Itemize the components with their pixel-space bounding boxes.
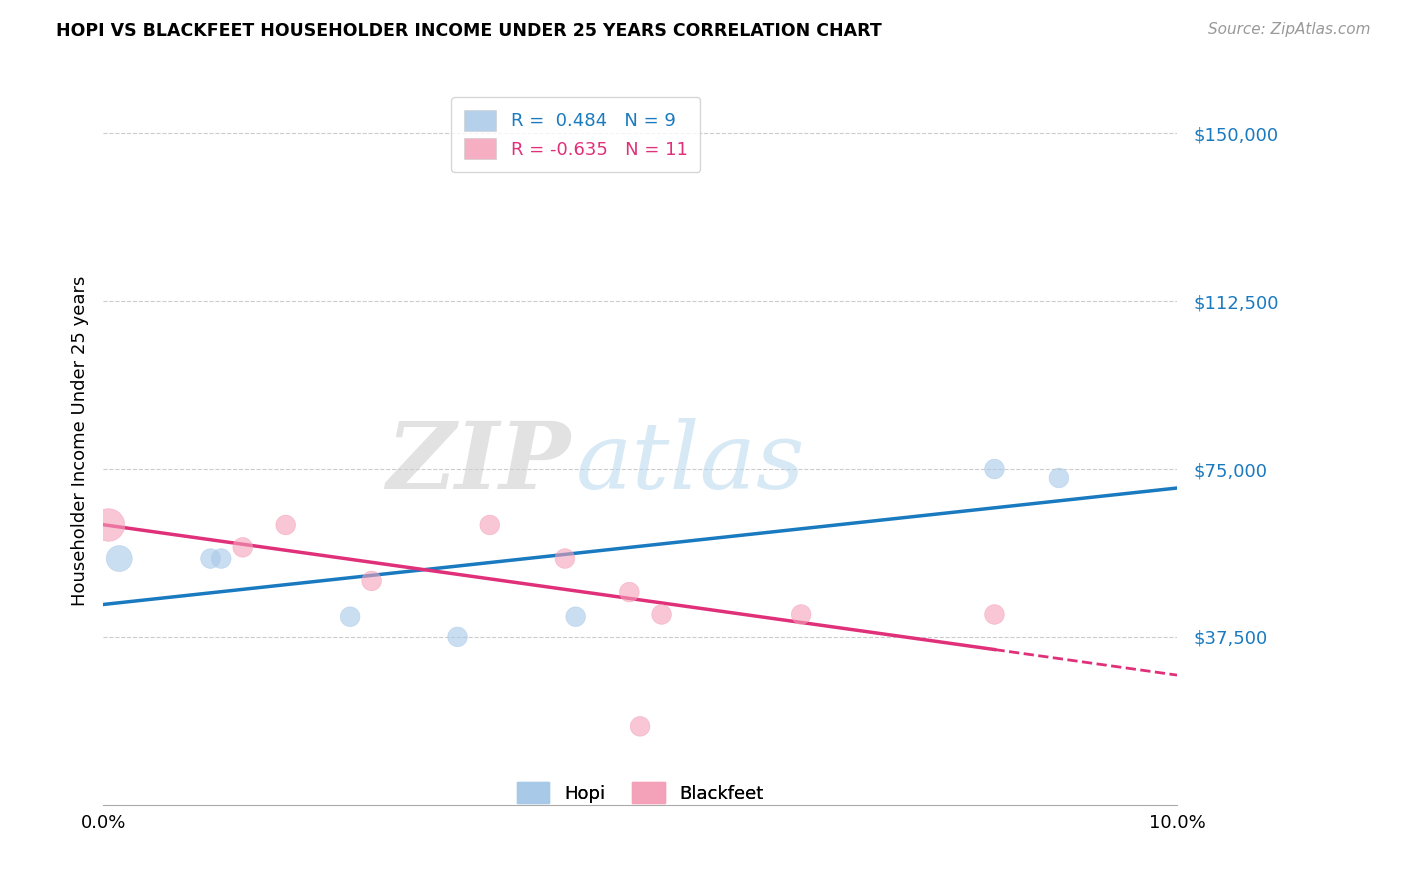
Point [790, 607, 813, 622]
Point [478, 518, 501, 533]
Point [554, 551, 576, 566]
Point [651, 607, 673, 622]
Point [108, 551, 131, 566]
Point [983, 607, 1005, 622]
Point [360, 574, 382, 588]
Point [564, 609, 586, 624]
Point [339, 609, 361, 624]
Point [200, 551, 222, 566]
Point [446, 630, 468, 644]
Point [97, 518, 120, 533]
Text: Source: ZipAtlas.com: Source: ZipAtlas.com [1208, 22, 1371, 37]
Y-axis label: Householder Income Under 25 years: Householder Income Under 25 years [72, 276, 89, 607]
Text: HOPI VS BLACKFEET HOUSEHOLDER INCOME UNDER 25 YEARS CORRELATION CHART: HOPI VS BLACKFEET HOUSEHOLDER INCOME UND… [56, 22, 882, 40]
Point [209, 551, 232, 566]
Text: ZIP: ZIP [387, 417, 571, 508]
Point [983, 462, 1005, 476]
Point [628, 719, 651, 733]
Point [619, 585, 641, 599]
Legend: Hopi, Blackfeet: Hopi, Blackfeet [510, 775, 770, 810]
Point [232, 541, 254, 555]
Text: atlas: atlas [575, 417, 806, 508]
Point [274, 518, 297, 533]
Point [1047, 471, 1070, 485]
